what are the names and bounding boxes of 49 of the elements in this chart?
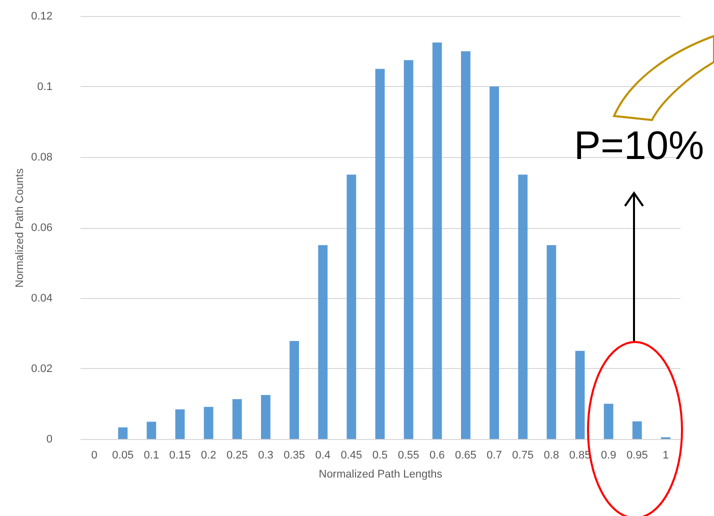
x-tick-label: 0.9 (600, 450, 616, 462)
bar (318, 245, 328, 439)
bar (146, 422, 156, 439)
bar (461, 51, 470, 439)
bar (404, 60, 414, 439)
x-tick-label: 0 (91, 450, 98, 462)
bar (575, 350, 585, 439)
x-tick-label: 0.25 (226, 450, 248, 462)
annotation: P=10% (574, 124, 704, 169)
x-tick-label: 0.65 (455, 450, 476, 462)
y-tick-label: 0.1 (37, 81, 52, 93)
bar (118, 427, 128, 439)
bar (290, 341, 299, 439)
x-tick-label: 0.8 (544, 450, 560, 462)
x-tick-label: 0.75 (512, 450, 534, 462)
x-tick-label: 1 (662, 450, 669, 462)
y-tick-label: 0.06 (31, 222, 52, 234)
y-tick-label: 0 (46, 434, 52, 446)
x-tick-label: 0.55 (398, 450, 420, 462)
x-tick-label: 0.15 (169, 450, 191, 462)
bar (518, 174, 528, 439)
x-tick-label: 0.45 (340, 450, 362, 462)
bar (375, 68, 385, 439)
bar (232, 399, 242, 439)
bar (604, 404, 614, 439)
bar (490, 86, 499, 439)
y-tick-label: 0.12 (31, 10, 52, 22)
x-tick-label: 0.35 (284, 450, 305, 462)
bar (432, 42, 442, 439)
y-tick-label: 0.04 (31, 292, 52, 304)
bar (261, 394, 270, 439)
y-tick-label: 0.02 (31, 363, 52, 375)
x-tick-label: 0.3 (258, 450, 274, 462)
x-tick-label: 0.05 (112, 450, 134, 462)
x-tick-label: 0.1 (144, 450, 160, 462)
x-tick-label: 0.2 (200, 450, 216, 462)
y-tick-label: 0.08 (31, 152, 52, 164)
x-tick-label: 0.6 (429, 450, 445, 462)
bar (632, 421, 642, 439)
y-axis-title: Normalized Path Counts (14, 168, 26, 288)
x-tick-label: 0.95 (626, 450, 648, 462)
bar (175, 409, 185, 439)
bar (346, 174, 356, 439)
x-tick-label: 0.5 (372, 450, 388, 462)
bar (546, 245, 556, 439)
x-tick-label: 0.4 (315, 450, 331, 462)
bar (204, 406, 214, 439)
x-axis-title: Normalized Path Lengths (318, 468, 443, 480)
x-tick-label: 0.7 (486, 450, 502, 462)
